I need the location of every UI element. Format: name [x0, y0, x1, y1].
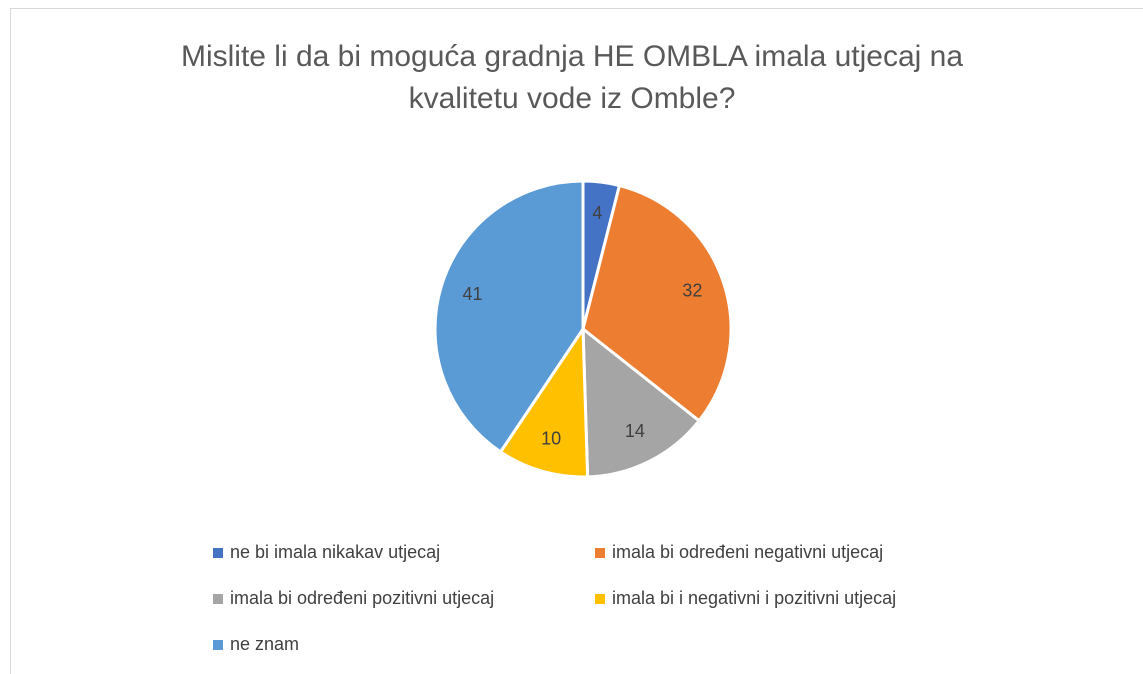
- chart-border: [10, 8, 1143, 674]
- legend-label: ne znam: [230, 634, 299, 654]
- legend-marker: [595, 594, 605, 604]
- pie-slice: [433, 179, 585, 454]
- data-label: 32: [682, 281, 702, 301]
- legend-marker: [213, 548, 223, 558]
- legend-marker: [213, 640, 223, 650]
- legend-label: imala bi određeni pozitivni utjecaj: [230, 588, 494, 608]
- pie-slice: [581, 183, 733, 423]
- legend-label: ne bi imala nikakav utjecaj: [230, 542, 440, 562]
- pie-slice: [498, 324, 590, 479]
- legend-marker: [213, 594, 223, 604]
- data-label: 41: [463, 284, 483, 304]
- legend-label: imala bi određeni negativni utjecaj: [612, 542, 883, 562]
- legend-marker: [595, 548, 605, 558]
- chart-title: Mislite li da bi moguća gradnja HE OMBLA…: [180, 40, 964, 115]
- data-label: 14: [625, 421, 645, 441]
- pie-slice: [581, 325, 702, 479]
- legend-label: imala bi i negativni i pozitivni utjecaj: [612, 588, 896, 608]
- data-label: 4: [592, 203, 602, 223]
- data-label: 10: [541, 429, 561, 449]
